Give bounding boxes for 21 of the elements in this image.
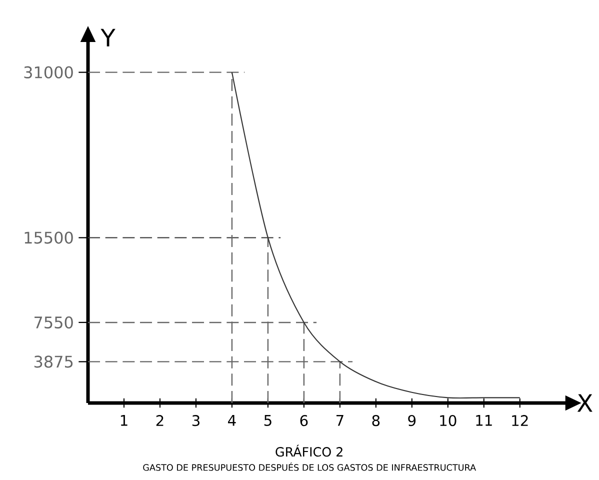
text: GRÁFICO 2 — [276, 444, 342, 457]
line-series — [231, 72, 520, 399]
text: GASTO DE PRESUPUESTO DESPUÉS DE LOS GASTOS DE INFRAESTRUCTURA — [143, 462, 476, 471]
x-tick-label: 1 — [120, 415, 128, 426]
y-tick-label: 15500 — [24, 232, 73, 244]
x-tick-label: 12 — [512, 415, 528, 426]
x-tick-label: 9 — [408, 415, 416, 426]
x-tick-label: 10 — [440, 415, 456, 426]
x-tick-label: 7 — [336, 415, 344, 426]
x-tick-label: 6 — [300, 415, 308, 426]
y-tick-label: 31000 — [24, 66, 73, 78]
x-tick-label: 4 — [228, 415, 236, 426]
x-tick-label: 2 — [156, 415, 164, 426]
x-tick-label: 11 — [476, 415, 492, 426]
y-tick-label: 7550 — [34, 316, 73, 329]
x-tick-label: 3 — [192, 415, 200, 426]
x-tick-label: 5 — [264, 415, 272, 426]
x-tick-label: 8 — [372, 415, 380, 426]
y-axis-title: Y — [100, 28, 116, 46]
x-axis-title: X — [577, 394, 592, 412]
y-tick-label: 3875 — [34, 356, 73, 368]
